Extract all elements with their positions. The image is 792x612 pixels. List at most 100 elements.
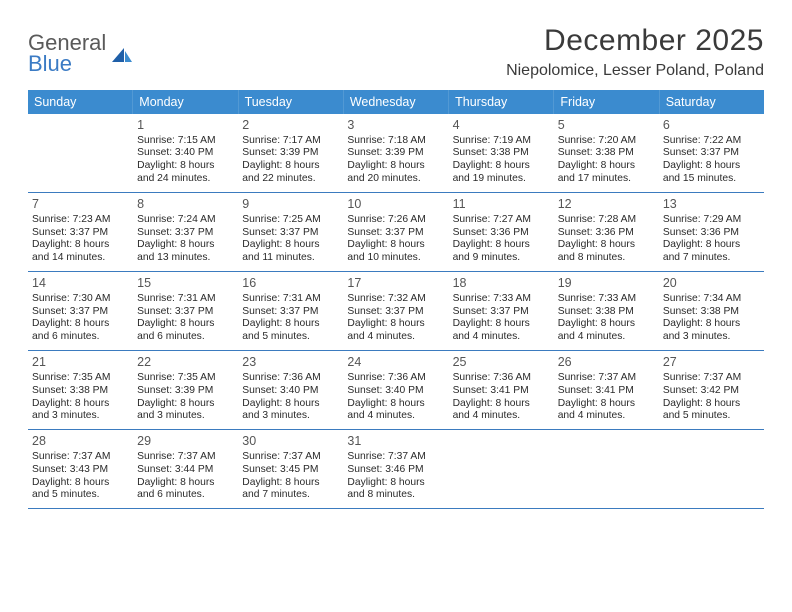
day-cell: 25Sunrise: 7:36 AMSunset: 3:41 PMDayligh…: [449, 351, 554, 429]
sunrise-text: Sunrise: 7:33 AM: [558, 293, 655, 306]
sunset-text: Sunset: 3:39 PM: [242, 147, 339, 160]
day-cell: [28, 114, 133, 192]
daylight-text: Daylight: 8 hours: [558, 398, 655, 411]
daylight-text: Daylight: 8 hours: [32, 239, 129, 252]
day-cell: 16Sunrise: 7:31 AMSunset: 3:37 PMDayligh…: [238, 272, 343, 350]
day-cell: 29Sunrise: 7:37 AMSunset: 3:44 PMDayligh…: [133, 430, 238, 508]
daylight-text: Daylight: 8 hours: [32, 318, 129, 331]
daylight-text: Daylight: 8 hours: [347, 318, 444, 331]
day-cell: 1Sunrise: 7:15 AMSunset: 3:40 PMDaylight…: [133, 114, 238, 192]
brand-logo: General Blue: [28, 32, 134, 75]
sunset-text: Sunset: 3:37 PM: [663, 147, 760, 160]
sunset-text: Sunset: 3:38 PM: [663, 306, 760, 319]
sunset-text: Sunset: 3:38 PM: [32, 385, 129, 398]
day-cell: 7Sunrise: 7:23 AMSunset: 3:37 PMDaylight…: [28, 193, 133, 271]
day-cell: 26Sunrise: 7:37 AMSunset: 3:41 PMDayligh…: [554, 351, 659, 429]
sunset-text: Sunset: 3:37 PM: [32, 306, 129, 319]
daylight-text: and 5 minutes.: [32, 489, 129, 502]
daylight-text: and 6 minutes.: [137, 489, 234, 502]
day-cell: 3Sunrise: 7:18 AMSunset: 3:39 PMDaylight…: [343, 114, 448, 192]
sunrise-text: Sunrise: 7:31 AM: [137, 293, 234, 306]
sunset-text: Sunset: 3:46 PM: [347, 464, 444, 477]
daylight-text: Daylight: 8 hours: [32, 398, 129, 411]
daylight-text: and 3 minutes.: [242, 410, 339, 423]
sunrise-text: Sunrise: 7:37 AM: [32, 451, 129, 464]
day-number: 27: [663, 355, 760, 371]
sunset-text: Sunset: 3:42 PM: [663, 385, 760, 398]
daylight-text: and 14 minutes.: [32, 252, 129, 265]
day-cell: 9Sunrise: 7:25 AMSunset: 3:37 PMDaylight…: [238, 193, 343, 271]
week-row: 21Sunrise: 7:35 AMSunset: 3:38 PMDayligh…: [28, 351, 764, 430]
day-number: 8: [137, 197, 234, 213]
sunrise-text: Sunrise: 7:34 AM: [663, 293, 760, 306]
day-number: 30: [242, 434, 339, 450]
day-cell: 24Sunrise: 7:36 AMSunset: 3:40 PMDayligh…: [343, 351, 448, 429]
sunset-text: Sunset: 3:37 PM: [242, 227, 339, 240]
daylight-text: and 11 minutes.: [242, 252, 339, 265]
sunset-text: Sunset: 3:37 PM: [137, 227, 234, 240]
sunset-text: Sunset: 3:36 PM: [558, 227, 655, 240]
day-number: 20: [663, 276, 760, 292]
sunrise-text: Sunrise: 7:18 AM: [347, 135, 444, 148]
daylight-text: Daylight: 8 hours: [347, 477, 444, 490]
day-number: 12: [558, 197, 655, 213]
day-cell: 31Sunrise: 7:37 AMSunset: 3:46 PMDayligh…: [343, 430, 448, 508]
daylight-text: and 3 minutes.: [137, 410, 234, 423]
daylight-text: and 13 minutes.: [137, 252, 234, 265]
daylight-text: Daylight: 8 hours: [663, 160, 760, 173]
daylight-text: Daylight: 8 hours: [242, 239, 339, 252]
daylight-text: Daylight: 8 hours: [32, 477, 129, 490]
daylight-text: and 5 minutes.: [663, 410, 760, 423]
day-cell: 13Sunrise: 7:29 AMSunset: 3:36 PMDayligh…: [659, 193, 764, 271]
day-cell: 30Sunrise: 7:37 AMSunset: 3:45 PMDayligh…: [238, 430, 343, 508]
dow-header-row: SundayMondayTuesdayWednesdayThursdayFrid…: [28, 90, 764, 114]
day-number: 24: [347, 355, 444, 371]
daylight-text: and 19 minutes.: [453, 173, 550, 186]
daylight-text: Daylight: 8 hours: [137, 477, 234, 490]
sunrise-text: Sunrise: 7:15 AM: [137, 135, 234, 148]
sunset-text: Sunset: 3:38 PM: [558, 147, 655, 160]
header: General Blue December 2025 Niepolomice, …: [28, 24, 764, 80]
sunset-text: Sunset: 3:37 PM: [242, 306, 339, 319]
day-cell: 17Sunrise: 7:32 AMSunset: 3:37 PMDayligh…: [343, 272, 448, 350]
sunset-text: Sunset: 3:36 PM: [663, 227, 760, 240]
daylight-text: and 24 minutes.: [137, 173, 234, 186]
daylight-text: Daylight: 8 hours: [242, 477, 339, 490]
daylight-text: Daylight: 8 hours: [558, 239, 655, 252]
day-number: 13: [663, 197, 760, 213]
sunrise-text: Sunrise: 7:29 AM: [663, 214, 760, 227]
sunrise-text: Sunrise: 7:33 AM: [453, 293, 550, 306]
sunset-text: Sunset: 3:39 PM: [347, 147, 444, 160]
day-number: 10: [347, 197, 444, 213]
location-text: Niepolomice, Lesser Poland, Poland: [506, 62, 764, 80]
sunrise-text: Sunrise: 7:17 AM: [242, 135, 339, 148]
sunrise-text: Sunrise: 7:31 AM: [242, 293, 339, 306]
sunrise-text: Sunrise: 7:30 AM: [32, 293, 129, 306]
day-number: 1: [137, 118, 234, 134]
sunset-text: Sunset: 3:40 PM: [347, 385, 444, 398]
sunrise-text: Sunrise: 7:37 AM: [558, 372, 655, 385]
sunrise-text: Sunrise: 7:37 AM: [347, 451, 444, 464]
sunset-text: Sunset: 3:40 PM: [242, 385, 339, 398]
day-cell: 22Sunrise: 7:35 AMSunset: 3:39 PMDayligh…: [133, 351, 238, 429]
day-cell: 2Sunrise: 7:17 AMSunset: 3:39 PMDaylight…: [238, 114, 343, 192]
week-row: 7Sunrise: 7:23 AMSunset: 3:37 PMDaylight…: [28, 193, 764, 272]
day-cell: 10Sunrise: 7:26 AMSunset: 3:37 PMDayligh…: [343, 193, 448, 271]
day-cell: [659, 430, 764, 508]
day-number: 31: [347, 434, 444, 450]
daylight-text: Daylight: 8 hours: [242, 398, 339, 411]
sunrise-text: Sunrise: 7:22 AM: [663, 135, 760, 148]
daylight-text: and 7 minutes.: [663, 252, 760, 265]
sunset-text: Sunset: 3:37 PM: [347, 227, 444, 240]
daylight-text: Daylight: 8 hours: [663, 239, 760, 252]
daylight-text: and 10 minutes.: [347, 252, 444, 265]
day-number: 26: [558, 355, 655, 371]
day-cell: 6Sunrise: 7:22 AMSunset: 3:37 PMDaylight…: [659, 114, 764, 192]
dow-cell: Thursday: [449, 90, 554, 114]
sunset-text: Sunset: 3:37 PM: [347, 306, 444, 319]
daylight-text: Daylight: 8 hours: [453, 318, 550, 331]
sunset-text: Sunset: 3:37 PM: [453, 306, 550, 319]
day-cell: 23Sunrise: 7:36 AMSunset: 3:40 PMDayligh…: [238, 351, 343, 429]
daylight-text: and 22 minutes.: [242, 173, 339, 186]
day-number: 6: [663, 118, 760, 134]
